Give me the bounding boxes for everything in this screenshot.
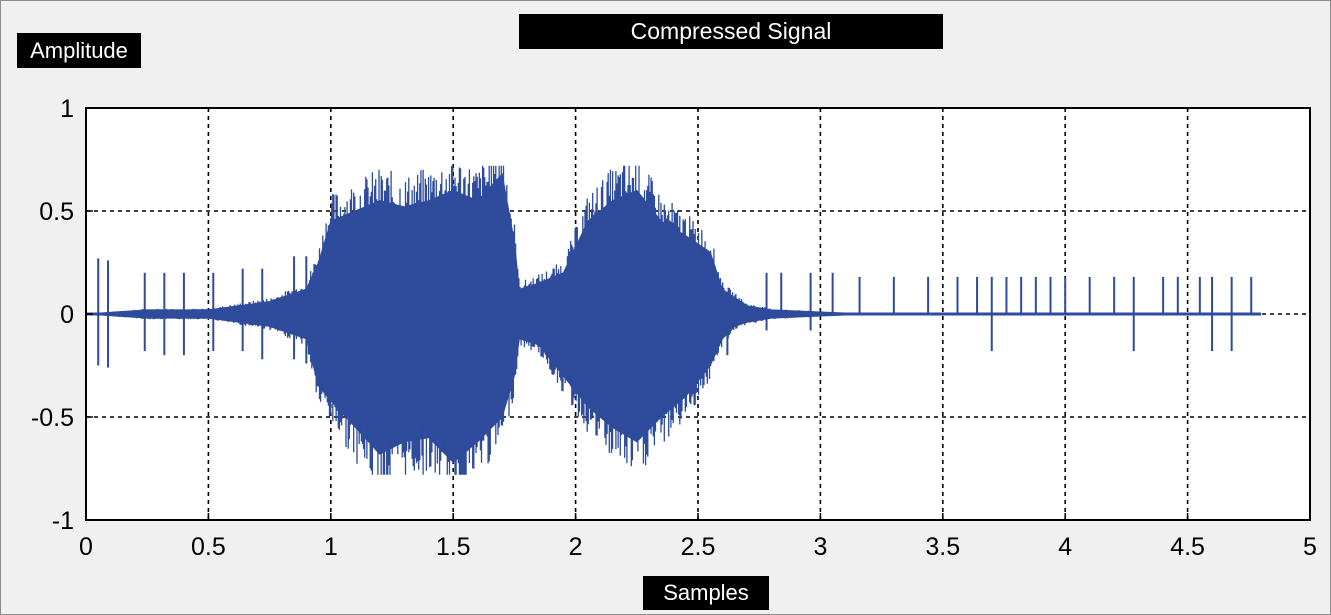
y-tick-label: 1 [60, 95, 74, 123]
y-axis-label: Amplitude [17, 33, 141, 68]
x-tick-label: 1.5 [436, 533, 471, 561]
x-axis-ticks: 0 0.5 1 1.5 2 2.5 3 3.5 4 4.5 5 [79, 513, 1317, 561]
y-tick-label: 0.5 [39, 198, 74, 226]
x-tick-label: 3.5 [925, 533, 960, 561]
y-tick-label: -1 [52, 507, 74, 535]
signal-series [85, 165, 1262, 475]
x-tick-label: 5 [1303, 533, 1317, 561]
chart-title: Compressed Signal [519, 14, 943, 49]
x-tick-label: 0.5 [191, 533, 226, 561]
y-axis-ticks: 1 0.5 0 -0.5 -1 [31, 95, 93, 535]
x-tick-label: 4 [1058, 533, 1072, 561]
y-tick-label: -0.5 [31, 404, 74, 432]
x-tick-label: 2.5 [681, 533, 716, 561]
x-axis-label: Samples [643, 576, 769, 610]
x-tick-label: 4.5 [1170, 533, 1205, 561]
x-tick-label: 3 [813, 533, 827, 561]
x-tick-label: 0 [79, 533, 93, 561]
x-tick-label: 1 [324, 533, 338, 561]
x-tick-label: 2 [569, 533, 583, 561]
y-tick-label: 0 [60, 301, 74, 329]
